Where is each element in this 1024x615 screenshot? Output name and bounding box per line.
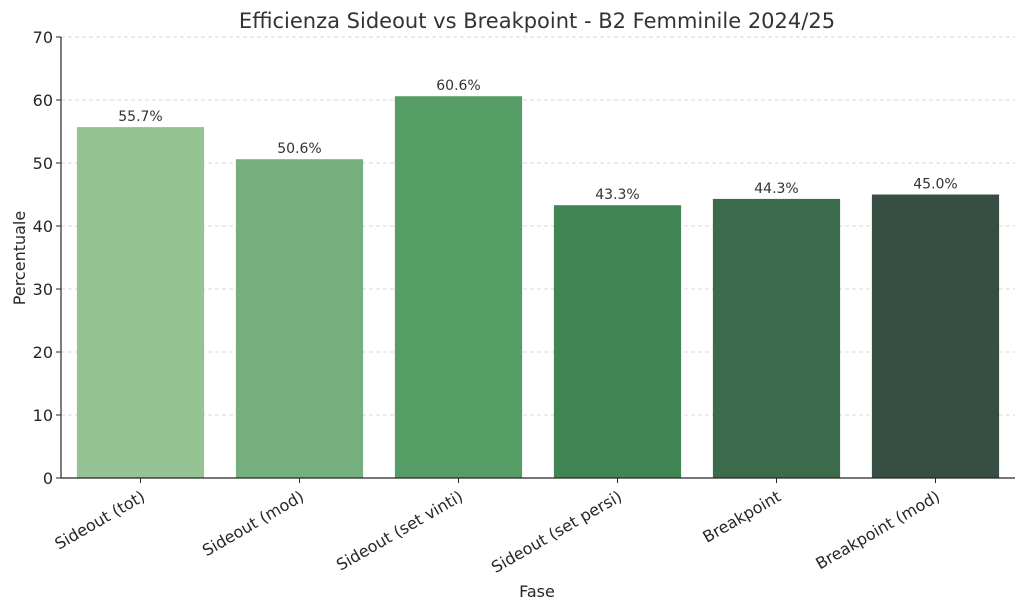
y-tick-label: 40 [33, 217, 53, 236]
x-ticks: Sideout (tot) Sideout (mod) Sideout (set v… [51, 478, 943, 577]
y-axis-label: Percentuale [10, 211, 29, 305]
data-label: 43.3% [595, 187, 639, 203]
bar [394, 96, 523, 478]
x-tick-label: Breakpoint [699, 487, 784, 547]
x-tick-label: Sideout (tot) [51, 487, 148, 554]
bar [712, 198, 841, 478]
y-tick-label: 0 [43, 469, 53, 488]
data-label: 44.3% [754, 181, 798, 197]
chart-title: Efficienza Sideout vs Breakpoint - B2 Fe… [239, 9, 835, 33]
y-tick-label: 10 [33, 406, 53, 425]
data-label: 50.6% [277, 141, 321, 157]
y-tick-label: 30 [33, 280, 53, 299]
x-tick-label: Sideout (set vinti) [333, 487, 466, 575]
y-tick-label: 50 [33, 154, 53, 173]
data-labels: 55.7% 50.6% 60.6% 43.3% 44.3% 45.0% [118, 78, 957, 203]
bar [76, 127, 205, 478]
data-label: 55.7% [118, 109, 162, 125]
bar [553, 205, 682, 478]
x-tick-label: Sideout (set persi) [488, 487, 625, 577]
x-tick-label: Breakpoint (mod) [812, 487, 943, 573]
y-tick-label: 70 [33, 28, 53, 47]
x-axis-label: Fase [519, 582, 555, 601]
data-label: 60.6% [436, 78, 480, 94]
gridlines [61, 36, 1015, 416]
bar [235, 159, 364, 478]
bar [871, 194, 1000, 478]
y-tick-label: 60 [33, 91, 53, 110]
y-tick-label: 20 [33, 343, 53, 362]
data-label: 45.0% [913, 177, 957, 193]
y-ticks: 0 10 20 30 40 50 60 70 [33, 28, 61, 488]
bars [76, 96, 1000, 478]
x-tick-label: Sideout (mod) [199, 487, 307, 560]
